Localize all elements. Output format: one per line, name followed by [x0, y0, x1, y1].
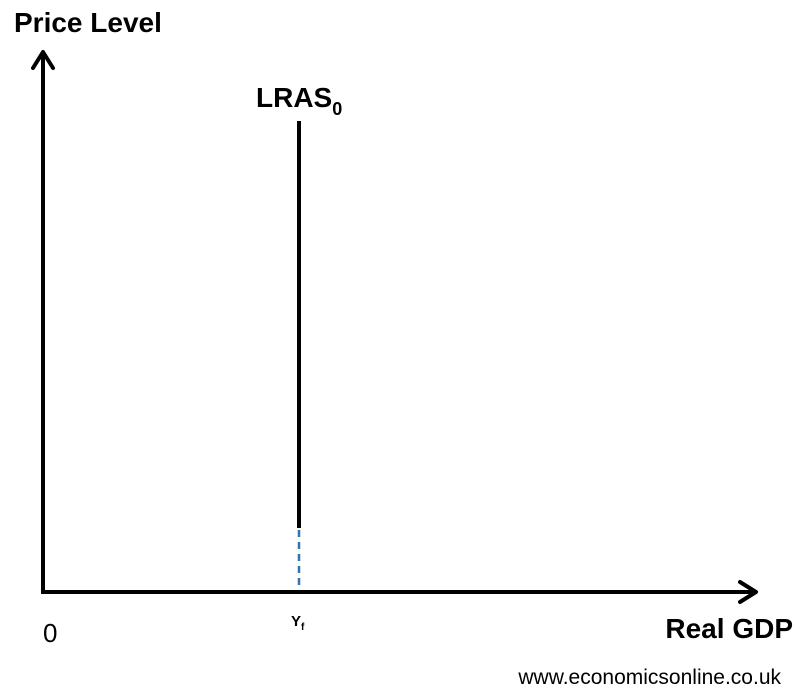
yf-tick-label-subscript: f: [301, 622, 305, 633]
origin-label: 0: [43, 618, 57, 648]
watermark: www.economicsonline.co.uk: [517, 666, 781, 689]
x-axis-arrowhead: [738, 580, 758, 604]
lras-label-main: LRAS: [256, 82, 332, 113]
x-axis-label: Real GDP: [665, 613, 793, 644]
lras-label: LRAS0: [256, 82, 342, 119]
yf-tick-label-main: Y: [291, 613, 301, 630]
lras-label-subscript: 0: [332, 99, 342, 119]
y-axis-arrowhead: [31, 50, 55, 70]
yf-tick-label: Yf: [291, 613, 305, 633]
y-axis-label: Price Level: [14, 7, 162, 38]
